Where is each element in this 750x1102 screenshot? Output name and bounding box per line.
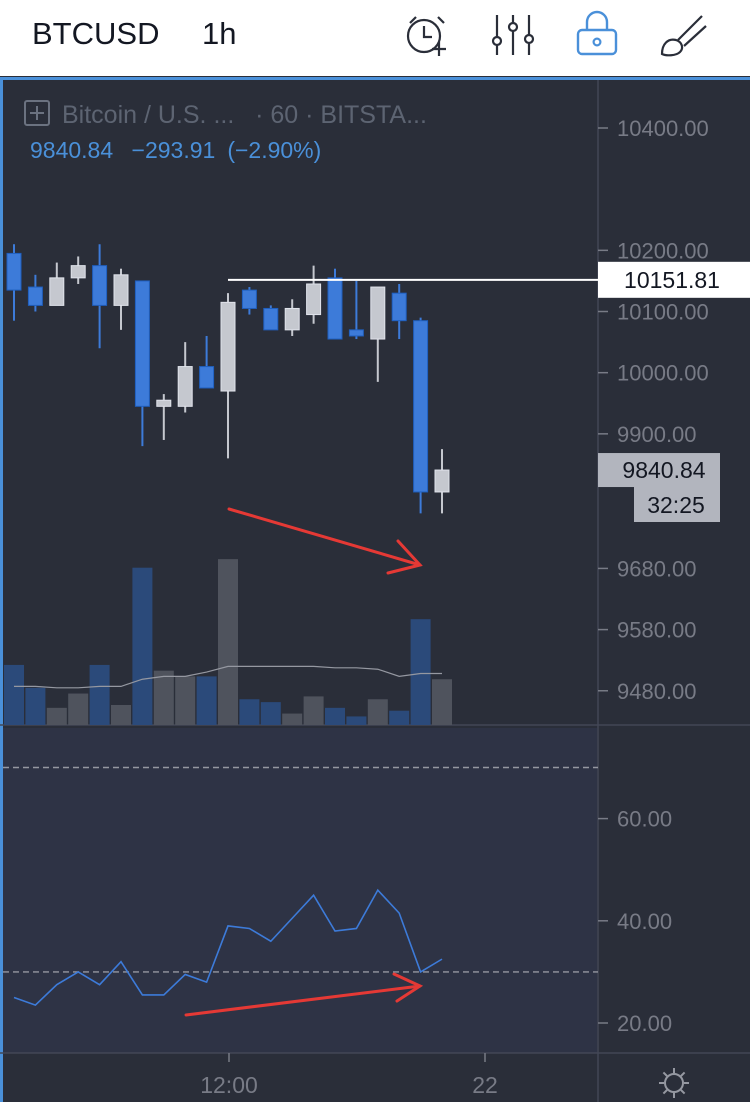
volume-bar bbox=[46, 707, 67, 725]
annotation-arrow-indicator bbox=[184, 972, 424, 1017]
candle-body bbox=[327, 277, 343, 340]
price-tick-label: 10100.00 bbox=[617, 300, 709, 325]
candle-body bbox=[220, 301, 236, 392]
volume-ma-line bbox=[14, 665, 442, 689]
indicator-tick-label: 60.00 bbox=[617, 807, 672, 832]
legend-change: −293.91 bbox=[131, 137, 216, 163]
candle-body bbox=[199, 366, 215, 389]
chart-focus-border-left bbox=[0, 77, 3, 1102]
candle-body bbox=[284, 307, 300, 331]
candle-body bbox=[49, 277, 65, 306]
candle-body bbox=[306, 283, 322, 316]
drawing-brush-icon[interactable] bbox=[658, 10, 708, 60]
volume-bar bbox=[132, 567, 153, 725]
candle-body bbox=[263, 307, 279, 331]
indicator-tick-label: 20.00 bbox=[617, 1011, 672, 1036]
volume-bar bbox=[282, 713, 303, 725]
candle-body bbox=[348, 329, 364, 337]
price-tick-label: 9900.00 bbox=[617, 422, 697, 447]
volume-bar bbox=[346, 716, 367, 725]
candle-body bbox=[434, 469, 450, 493]
candle-body bbox=[156, 399, 172, 407]
volume-bar bbox=[389, 710, 410, 725]
candles bbox=[6, 244, 450, 514]
volume-bar bbox=[325, 707, 345, 725]
plus-square-icon[interactable] bbox=[24, 100, 50, 126]
candle-body bbox=[413, 320, 429, 493]
legend-interval-exchange: · 60 · BITSTA... bbox=[255, 101, 427, 129]
indicator-pane-background bbox=[3, 728, 597, 1053]
interval-selector[interactable]: 1h bbox=[202, 16, 237, 51]
price-tick-label: 9580.00 bbox=[617, 618, 697, 643]
candle-body bbox=[113, 274, 129, 306]
price-tick-label: 10000.00 bbox=[617, 361, 709, 386]
chart-focus-border-top bbox=[0, 77, 750, 80]
candle-body bbox=[391, 292, 407, 322]
top-toolbar: BTCUSD 1h bbox=[0, 0, 750, 76]
volume-bar bbox=[4, 664, 24, 725]
volume-bar bbox=[239, 699, 260, 725]
volume-bars bbox=[4, 559, 452, 725]
volume-bar bbox=[89, 664, 110, 725]
volume-bar bbox=[432, 679, 452, 725]
countdown-box bbox=[634, 487, 720, 522]
volume-bar bbox=[111, 704, 131, 725]
resistance-price-label: 10151.81 bbox=[624, 267, 720, 293]
candle-body bbox=[134, 280, 150, 407]
resistance-price-box bbox=[598, 261, 750, 298]
settings-gear-icon[interactable] bbox=[659, 1068, 689, 1098]
last-price-label: 9840.84 bbox=[622, 457, 705, 483]
candle-body bbox=[70, 265, 86, 279]
indicators-icon[interactable] bbox=[488, 10, 538, 60]
price-tick-label: 10200.00 bbox=[617, 238, 709, 263]
indicator-axis[interactable]: 60.00 40.00 20.00 bbox=[598, 807, 672, 1036]
volume-bar bbox=[260, 702, 281, 725]
volume-bar bbox=[303, 696, 324, 725]
volume-bar bbox=[175, 676, 196, 725]
legend-change-percent: (−2.90%) bbox=[227, 137, 322, 163]
candle-body bbox=[177, 366, 193, 407]
volume-bar bbox=[218, 559, 238, 725]
last-price-box bbox=[598, 453, 720, 488]
alarm-add-icon[interactable] bbox=[402, 10, 452, 60]
volume-bar bbox=[410, 619, 431, 725]
candle-body bbox=[241, 289, 257, 309]
bar-countdown-label: 32:25 bbox=[647, 492, 705, 518]
lock-icon[interactable] bbox=[572, 10, 622, 60]
price-tick-label: 10400.00 bbox=[617, 116, 709, 141]
time-tick-label: 22 bbox=[472, 1072, 498, 1098]
volume-bar bbox=[68, 693, 89, 725]
price-tick-label: 9480.00 bbox=[617, 679, 697, 704]
volume-bar bbox=[367, 699, 388, 725]
legend-title: Bitcoin / U.S. ... bbox=[62, 101, 235, 129]
time-tick-label: 12:00 bbox=[200, 1072, 258, 1098]
candle-body bbox=[27, 286, 43, 306]
symbol-selector[interactable]: BTCUSD bbox=[32, 16, 160, 51]
legend-last-price: 9840.84 bbox=[30, 137, 114, 163]
chart-legend: Bitcoin / U.S. ... · 60 · BITSTA... bbox=[24, 100, 427, 130]
candle-body bbox=[6, 252, 22, 291]
legend-values: 9840.84 −293.91 (−2.90%) bbox=[30, 137, 333, 164]
volume-bar bbox=[153, 670, 174, 725]
volume-bar bbox=[25, 687, 46, 725]
candle-body bbox=[92, 265, 108, 306]
price-tick-label: 9680.00 bbox=[617, 556, 697, 581]
volume-bar bbox=[196, 676, 217, 725]
annotation-arrow-price bbox=[227, 507, 423, 575]
candle-body bbox=[370, 286, 386, 340]
indicator-line bbox=[13, 888, 443, 1007]
indicator-tick-label: 40.00 bbox=[617, 909, 672, 934]
price-axis[interactable]: 10400.00 10200.00 10100.00 10000.00 9900.00 9… bbox=[598, 116, 709, 704]
